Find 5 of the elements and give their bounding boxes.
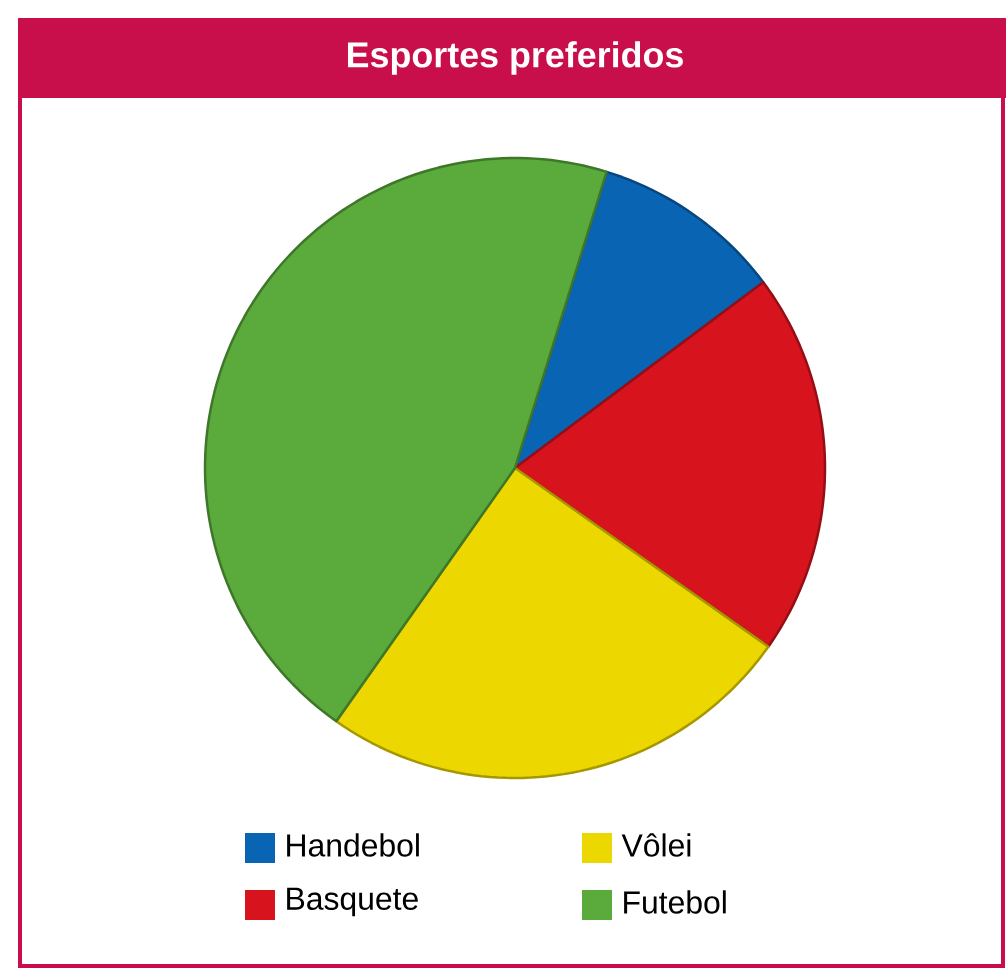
legend-label: Basquete [287,887,418,917]
legend-label: Handebol [287,833,419,857]
chart-title: Esportes preferidos [348,41,683,75]
legend-label: Vôlei [621,833,691,857]
legend-label: Futebol [624,890,726,914]
